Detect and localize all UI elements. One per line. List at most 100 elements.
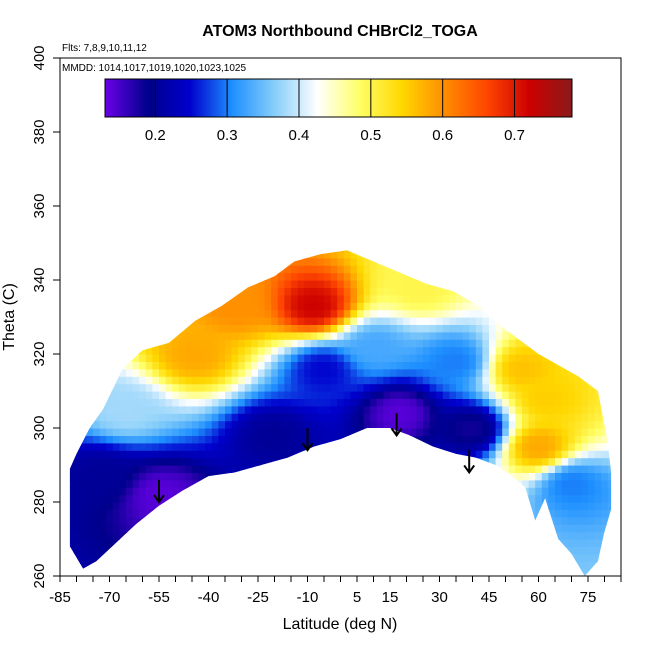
heat-cell [568, 280, 576, 288]
heat-cell [310, 568, 318, 576]
heat-cell [69, 383, 74, 392]
heat-cell [555, 413, 563, 422]
heat-cell [139, 339, 147, 348]
heat-cell [251, 442, 259, 451]
heat-cell [119, 257, 127, 266]
heat-cell [139, 450, 147, 459]
heat-cell [178, 339, 186, 348]
heat-cell [152, 546, 160, 555]
heat-cell [337, 502, 345, 510]
heat-cell [475, 435, 483, 444]
heat-cell [436, 280, 444, 288]
heat-cell [112, 465, 120, 473]
heat-cell [145, 524, 153, 533]
heat-cell [469, 272, 477, 281]
heat-cell [522, 472, 530, 481]
heat-cell [79, 398, 87, 407]
heat-cell [284, 502, 292, 510]
heat-cell [429, 339, 437, 348]
heat-cell [482, 553, 490, 562]
heat-cell [284, 435, 292, 444]
heat-cell [264, 428, 272, 436]
heat-cell [508, 457, 516, 466]
heat-cell [271, 442, 279, 451]
heat-cell [211, 494, 219, 503]
heat-cell [482, 465, 490, 473]
heat-cell [581, 502, 589, 510]
heat-cell [607, 413, 612, 422]
heat-cell [396, 450, 404, 459]
heat-cell [152, 265, 160, 274]
heat-cell [317, 479, 325, 488]
heat-cell [258, 354, 266, 362]
heat-cell [73, 250, 81, 251]
heat-cell [403, 398, 411, 407]
heat-cell [350, 546, 358, 555]
heat-cell [555, 539, 563, 547]
heat-cell [502, 324, 510, 333]
heat-cell [178, 568, 186, 576]
heat-cell [99, 376, 107, 385]
heat-cell [442, 250, 450, 259]
heat-cell [238, 272, 246, 281]
heat-cell [423, 516, 431, 525]
heat-cell [93, 272, 101, 281]
heat-cell [555, 487, 563, 496]
heat-cell [469, 479, 477, 488]
heat-cell [106, 435, 114, 444]
heat-cell [423, 317, 431, 325]
heat-cell [442, 524, 450, 533]
heat-cell [324, 546, 332, 555]
heat-cell [86, 272, 94, 281]
heat-cell [436, 361, 444, 370]
heat-cell [535, 391, 543, 399]
heat-cell [376, 302, 384, 311]
heat-cell [69, 405, 74, 414]
heat-cell [429, 368, 437, 377]
heat-cell [456, 524, 464, 533]
heat-cell [568, 339, 576, 348]
heat-cell [192, 450, 200, 459]
heat-cell [218, 339, 226, 348]
heat-cell [416, 250, 424, 259]
heat-cell [264, 368, 272, 377]
heat-cell [462, 472, 470, 481]
heat-cell [264, 516, 272, 525]
heat-cell [317, 324, 325, 333]
heat-cell [376, 472, 384, 481]
heat-cell [159, 450, 167, 459]
heat-cell [607, 435, 612, 444]
heat-cell [324, 553, 332, 562]
x-tick-label: -85 [49, 589, 71, 606]
heat-cell [271, 250, 279, 259]
heat-cell [403, 442, 411, 451]
heat-cell [172, 354, 180, 362]
heat-cell [456, 236, 463, 244]
heat-cell [403, 539, 411, 547]
heat-cell [330, 391, 338, 399]
heat-cell [69, 479, 74, 488]
heat-cell [73, 354, 81, 362]
heat-cell [528, 391, 536, 399]
heat-cell [119, 236, 126, 244]
heat-cell [376, 457, 384, 466]
heat-cell [69, 450, 74, 459]
heat-cell [423, 346, 431, 355]
heat-cell [482, 420, 490, 429]
heat-cell [403, 309, 411, 318]
heat-cell [416, 287, 424, 296]
heat-cell [574, 435, 582, 444]
heat-cell [172, 376, 180, 385]
heat-cell [607, 339, 612, 348]
heat-cell [132, 405, 140, 414]
heat-cell [73, 317, 81, 325]
heat-cell [297, 494, 305, 503]
heat-cell [436, 420, 444, 429]
heat-cell [205, 502, 213, 510]
heat-cell [178, 494, 186, 503]
heat-cell [429, 420, 437, 429]
heat-cell [502, 383, 510, 392]
heat-cell [139, 257, 147, 266]
heat-cell [475, 294, 483, 303]
heat-cell [489, 472, 497, 481]
